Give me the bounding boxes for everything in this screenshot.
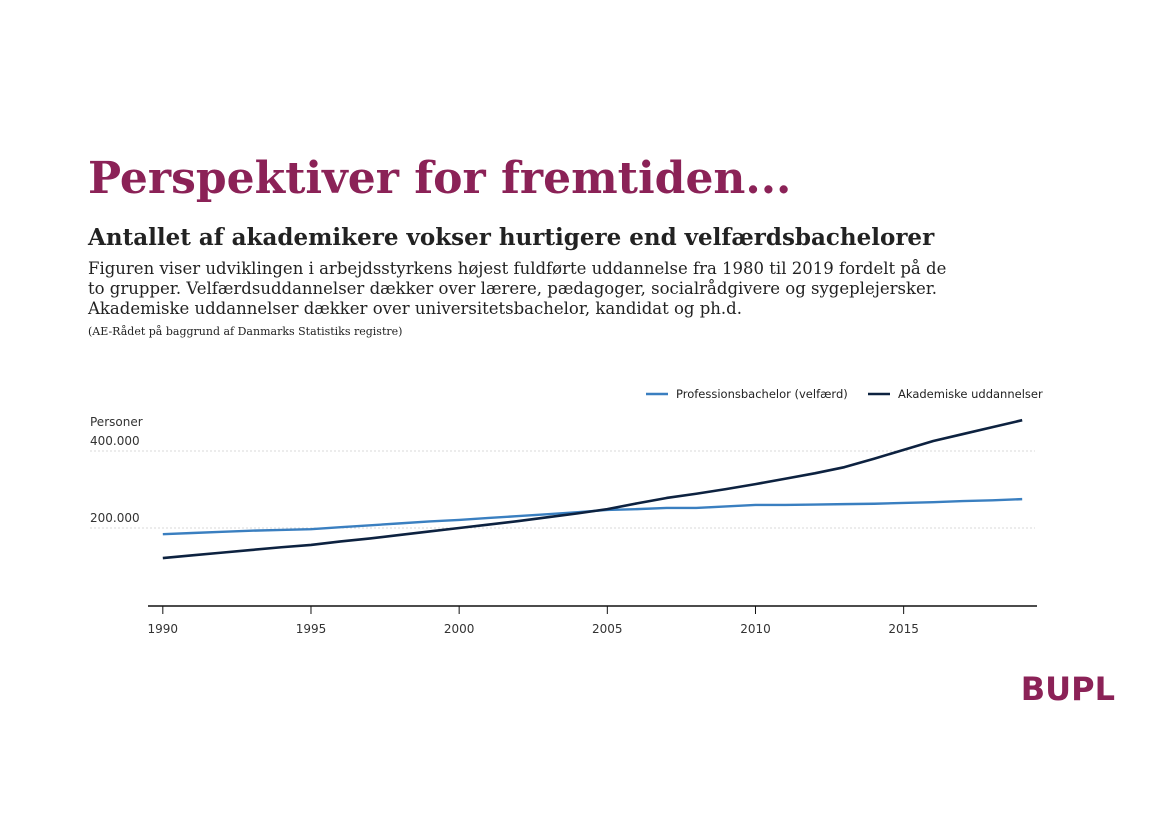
series-line xyxy=(162,497,1023,536)
x-tick-label: 2010 xyxy=(740,622,771,636)
x-tick-label: 1995 xyxy=(296,622,327,636)
series-line xyxy=(162,418,1023,560)
description-line: Figuren viser udviklingen i arbejdsstyrk… xyxy=(88,259,946,278)
y-tick-label: 200.000 xyxy=(90,511,140,525)
x-tick-label: 1990 xyxy=(148,622,179,636)
subtitle: Antallet af akademikere vokser hurtigere… xyxy=(87,224,935,251)
legend-label: Professionsbachelor (velfærd) xyxy=(676,387,848,401)
description-line: Akademiske uddannelser dækker over unive… xyxy=(87,299,742,318)
logo: BUPL xyxy=(1021,670,1115,708)
y-axis-label: Personer xyxy=(90,415,143,429)
title: Perspektiver for fremtiden... xyxy=(88,153,791,204)
x-tick-label: 2000 xyxy=(444,622,475,636)
x-tick-label: 2015 xyxy=(888,622,919,636)
y-tick-label: 400.000 xyxy=(90,434,140,448)
source: (AE-Rådet på baggrund af Danmarks Statis… xyxy=(88,325,402,338)
legend-label: Akademiske uddannelser xyxy=(898,387,1043,401)
x-tick-label: 2005 xyxy=(592,622,623,636)
description-line: to grupper. Velfærdsuddannelser dækker o… xyxy=(88,279,937,298)
